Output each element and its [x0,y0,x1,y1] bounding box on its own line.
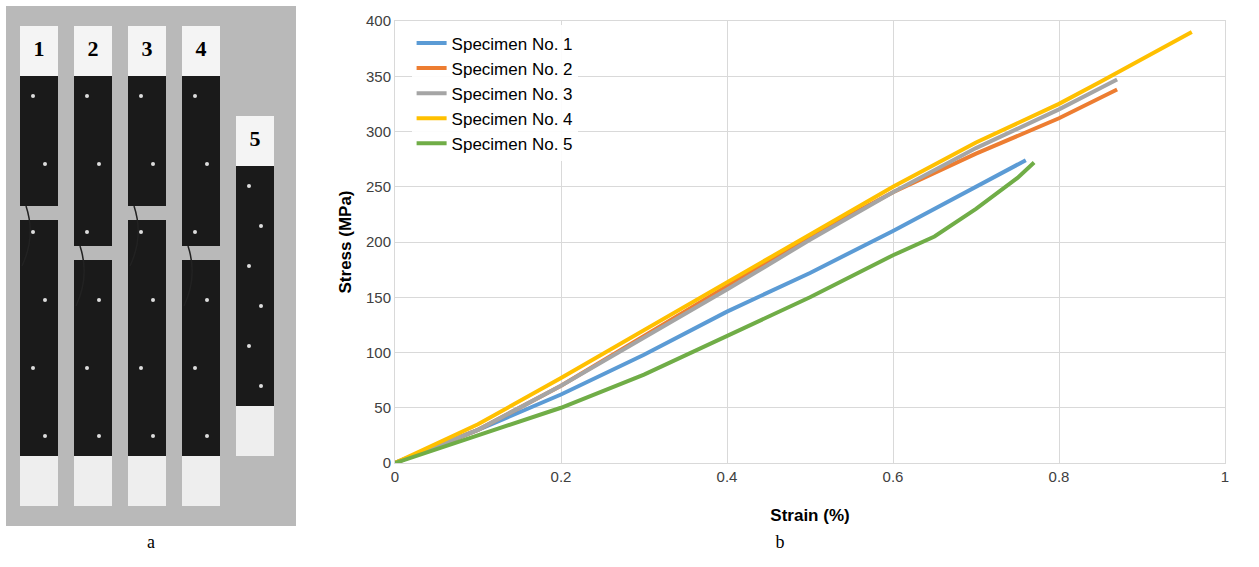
svg-text:Specimen No. 4: Specimen No. 4 [452,110,573,129]
svg-text:Specimen No. 2: Specimen No. 2 [452,60,573,79]
svg-text:Strain (%): Strain (%) [770,506,849,525]
html-text:b: b [775,532,785,552]
svg-text:2: 2 [88,36,99,61]
html-text:a: a [147,532,155,552]
svg-text:0.2: 0.2 [551,468,572,485]
svg-text:Specimen No. 5: Specimen No. 5 [452,135,573,154]
svg-text:250: 250 [366,178,391,195]
svg-text:0.6: 0.6 [883,468,904,485]
svg-text:200: 200 [366,233,391,250]
svg-text:3: 3 [142,36,153,61]
svg-text:5: 5 [250,126,261,151]
svg-text:Specimen No. 1: Specimen No. 1 [452,35,573,54]
svg-text:400: 400 [366,12,391,29]
svg-text:4: 4 [196,36,207,61]
svg-text:1: 1 [34,36,45,61]
svg-text:0: 0 [391,468,399,485]
svg-text:0.8: 0.8 [1049,468,1070,485]
svg-text:100: 100 [366,344,391,361]
svg-text:350: 350 [366,68,391,85]
svg-text:Stress (MPa): Stress (MPa) [336,191,355,294]
svg-text:0.4: 0.4 [717,468,738,485]
svg-text:50: 50 [374,399,391,416]
svg-text:1: 1 [1221,468,1229,485]
svg-text:0: 0 [383,454,391,471]
svg-text:300: 300 [366,123,391,140]
svg-text:150: 150 [366,289,391,306]
svg-text:Specimen No. 3: Specimen No. 3 [452,85,573,104]
